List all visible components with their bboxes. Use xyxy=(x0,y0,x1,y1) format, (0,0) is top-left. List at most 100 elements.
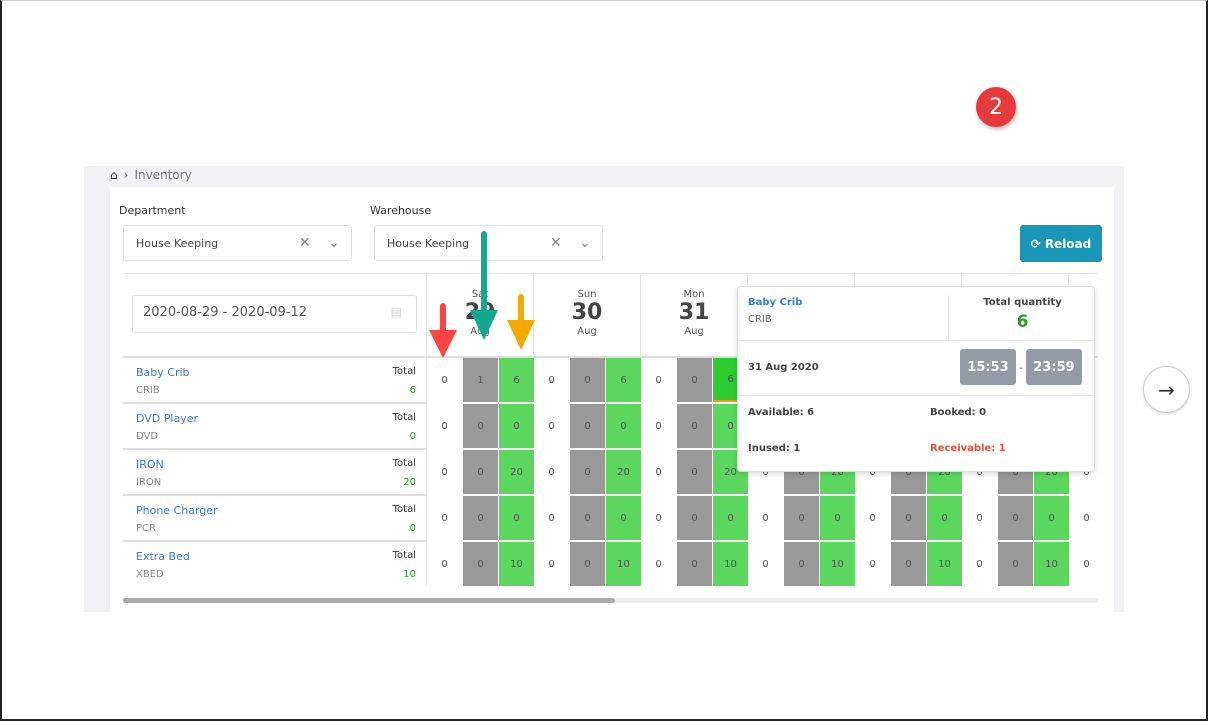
inuse-cell[interactable]: 0 xyxy=(998,542,1033,586)
date-range-input[interactable]: 2020-08-29 - 2020-09-12 ▤ xyxy=(132,295,417,333)
step-badge: 2 xyxy=(976,87,1016,127)
arrow-right-icon: → xyxy=(1158,377,1175,402)
inuse-cell[interactable]: 0 xyxy=(677,496,712,540)
available-cell[interactable]: 0 xyxy=(820,496,855,540)
inuse-cell[interactable]: 0 xyxy=(891,496,926,540)
free-cell[interactable]: 0 xyxy=(641,542,676,586)
available-cell[interactable]: 0 xyxy=(927,496,962,540)
available-cell[interactable]: 10 xyxy=(499,542,534,586)
total-label: Total xyxy=(392,412,416,423)
inuse-cell[interactable]: 0 xyxy=(677,450,712,494)
warehouse-select[interactable]: House Keeping ✕ ⌄ xyxy=(374,225,603,261)
inuse-cell[interactable]: 0 xyxy=(998,496,1033,540)
free-cell[interactable]: 0 xyxy=(427,450,462,494)
inuse-cell[interactable]: 0 xyxy=(677,358,712,402)
inuse-cell[interactable]: 0 xyxy=(677,542,712,586)
free-cell[interactable]: 0 xyxy=(962,542,997,586)
free-cell[interactable]: 0 xyxy=(641,496,676,540)
item-name[interactable]: Extra Bed xyxy=(136,550,190,563)
chevron-down-icon[interactable]: ⌄ xyxy=(328,235,340,251)
free-cell[interactable]: 0 xyxy=(748,496,783,540)
day-header: Sun 30 Aug xyxy=(534,274,641,358)
inuse-cell[interactable]: 0 xyxy=(463,450,498,494)
available-cell[interactable]: 6 xyxy=(499,358,534,402)
free-cell[interactable]: 0 xyxy=(427,404,462,448)
inuse-cell[interactable]: 0 xyxy=(570,496,605,540)
available-cell[interactable]: 0 xyxy=(713,496,748,540)
free-cell[interactable]: 0 xyxy=(534,404,569,448)
available-cell[interactable]: 10 xyxy=(1034,542,1069,586)
time-to[interactable]: 23:59 xyxy=(1026,349,1082,385)
available-cell[interactable]: 10 xyxy=(713,542,748,586)
available-cell[interactable]: 10 xyxy=(820,542,855,586)
free-cell[interactable]: 0 xyxy=(534,496,569,540)
free-cell[interactable]: 0 xyxy=(534,358,569,402)
item-total: 0 xyxy=(409,431,416,442)
department-select[interactable]: House Keeping ✕ ⌄ xyxy=(123,225,352,261)
free-cell[interactable]: 0 xyxy=(534,542,569,586)
reload-button[interactable]: ⟳ Reload xyxy=(1020,225,1102,262)
horizontal-scrollbar[interactable] xyxy=(123,598,1098,603)
available-cell[interactable]: 0 xyxy=(499,496,534,540)
free-cell[interactable]: 0 xyxy=(534,450,569,494)
day-weekday: Mon xyxy=(683,289,705,300)
inuse-cell[interactable]: 0 xyxy=(570,542,605,586)
inuse-cell[interactable]: 0 xyxy=(891,542,926,586)
free-cell[interactable]: 0 xyxy=(427,358,462,402)
free-cell[interactable]: 0 xyxy=(748,542,783,586)
inuse-cell[interactable]: 0 xyxy=(463,496,498,540)
item-name[interactable]: DVD Player xyxy=(136,412,198,425)
home-icon[interactable]: ⌂ xyxy=(110,168,118,182)
tooltip-total-label: Total quantity xyxy=(983,297,1062,308)
free-cell[interactable]: 0 xyxy=(855,496,890,540)
available-cell[interactable]: 20 xyxy=(606,450,641,494)
available-cell[interactable]: 0 xyxy=(606,404,641,448)
free-cell[interactable]: 0 xyxy=(1069,496,1098,540)
scrollbar-thumb[interactable] xyxy=(123,598,615,603)
inuse-cell[interactable]: 1 xyxy=(463,358,498,402)
available-cell[interactable]: 20 xyxy=(499,450,534,494)
red-arrow xyxy=(429,303,457,358)
breadcrumb-current: Inventory xyxy=(134,168,192,182)
free-cell[interactable]: 0 xyxy=(855,542,890,586)
available-cell[interactable]: 0 xyxy=(1034,496,1069,540)
available-cell[interactable]: 10 xyxy=(606,542,641,586)
inuse-cell[interactable]: 0 xyxy=(570,404,605,448)
item-name[interactable]: Phone Charger xyxy=(136,504,218,517)
free-cell[interactable]: 0 xyxy=(641,450,676,494)
inuse-cell[interactable]: 0 xyxy=(677,404,712,448)
available-cell[interactable]: 0 xyxy=(499,404,534,448)
orange-arrow xyxy=(507,294,535,350)
department-value: House Keeping xyxy=(136,236,219,250)
inuse-cell[interactable]: 0 xyxy=(784,542,819,586)
inuse-cell[interactable]: 0 xyxy=(570,358,605,402)
inuse-cell[interactable]: 0 xyxy=(784,496,819,540)
available-cell[interactable]: 10 xyxy=(927,542,962,586)
total-label: Total xyxy=(392,366,416,377)
free-cell[interactable]: 0 xyxy=(427,496,462,540)
inuse-cell[interactable]: 0 xyxy=(570,450,605,494)
available-cell[interactable]: 6 xyxy=(606,358,641,402)
available-cell[interactable]: 0 xyxy=(606,496,641,540)
breadcrumb: ⌂ › Inventory xyxy=(110,168,192,182)
item-total: 20 xyxy=(403,477,416,488)
free-cell[interactable]: 0 xyxy=(962,496,997,540)
inuse-cell[interactable]: 0 xyxy=(463,404,498,448)
next-arrow-button[interactable]: → xyxy=(1143,366,1190,413)
free-cell[interactable]: 0 xyxy=(641,358,676,402)
free-cell[interactable]: 0 xyxy=(427,542,462,586)
day-month: Aug xyxy=(577,326,597,337)
item-name[interactable]: IRON xyxy=(136,458,164,471)
clear-icon[interactable]: ✕ xyxy=(299,235,311,251)
time-from[interactable]: 15:53 xyxy=(960,349,1016,385)
calendar-icon[interactable]: ▤ xyxy=(390,305,402,319)
chevron-down-icon[interactable]: ⌄ xyxy=(579,235,591,251)
free-cell[interactable]: 0 xyxy=(641,404,676,448)
inuse-cell[interactable]: 0 xyxy=(463,542,498,586)
item-name[interactable]: Baby Crib xyxy=(136,366,190,379)
item-total: 0 xyxy=(409,523,416,534)
free-cell[interactable]: 0 xyxy=(1069,542,1098,586)
clear-icon[interactable]: ✕ xyxy=(550,235,562,251)
day-month: Aug xyxy=(684,326,704,337)
